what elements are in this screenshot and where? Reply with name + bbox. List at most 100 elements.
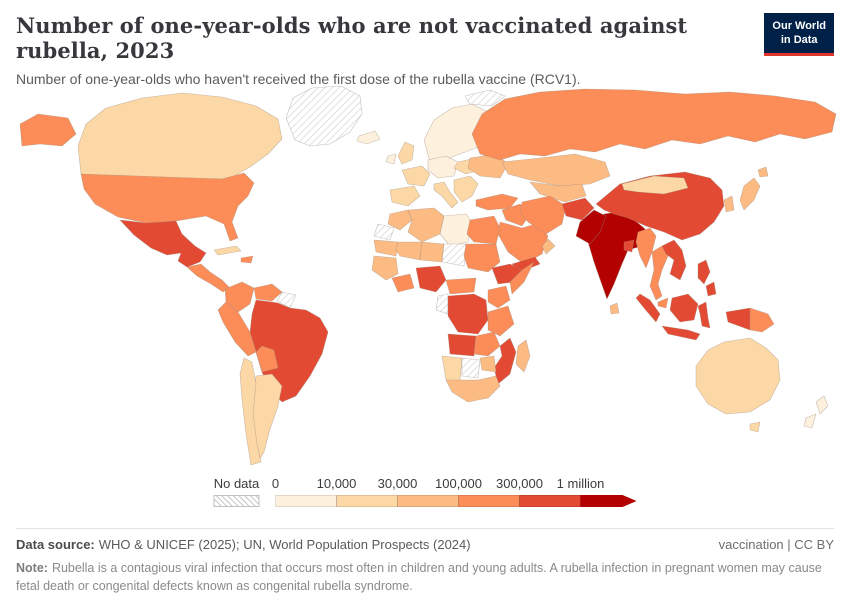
country-italy[interactable]: [433, 181, 459, 209]
country-egypt[interactable]: [466, 215, 501, 245]
country-nigeria[interactable]: [415, 265, 447, 293]
map-legend: No data 0 10,000 30,000 100,000 300,000 1 mil…: [213, 476, 637, 507]
country-thailand[interactable]: [649, 245, 669, 301]
country-iceland[interactable]: [356, 130, 381, 145]
country-bangladesh[interactable]: [623, 239, 635, 253]
country-iran[interactable]: [519, 195, 567, 235]
country-australia-tasmania[interactable]: [749, 421, 761, 433]
data-source-text[interactable]: WHO & UNICEF (2025); UN, World Populatio…: [98, 537, 471, 552]
country-philippines-south[interactable]: [705, 281, 717, 297]
country-iberia[interactable]: [389, 185, 421, 207]
country-venezuela[interactable]: [253, 283, 283, 302]
country-france[interactable]: [401, 165, 431, 187]
owid-logo[interactable]: Our World in Data: [764, 13, 834, 56]
country-kazakhstan[interactable]: [501, 153, 611, 187]
country-botswana[interactable]: [461, 357, 481, 379]
country-sri-lanka[interactable]: [609, 302, 620, 315]
country-bolivia[interactable]: [255, 345, 279, 373]
legend-tick-label: 300,000: [496, 476, 543, 491]
legend-bin-5-arrow[interactable]: [581, 495, 637, 507]
legend-bin-3[interactable]: [458, 495, 520, 507]
country-south-korea[interactable]: [723, 195, 735, 213]
country-namibia[interactable]: [441, 355, 463, 383]
country-myanmar[interactable]: [635, 227, 657, 269]
country-philippines[interactable]: [697, 259, 711, 285]
country-western-sahara[interactable]: [373, 223, 395, 241]
country-libya[interactable]: [439, 213, 473, 247]
country-new-zealand-south[interactable]: [803, 413, 817, 429]
country-cuba[interactable]: [213, 245, 242, 256]
license-text[interactable]: vaccination | CC BY: [718, 537, 834, 552]
country-malaysia[interactable]: [657, 297, 669, 309]
owid-logo-line2: in Data: [780, 34, 818, 47]
country-greenland[interactable]: [285, 85, 363, 147]
legend-bin-0[interactable]: [275, 495, 337, 507]
country-chad[interactable]: [441, 243, 467, 267]
country-mali[interactable]: [395, 241, 423, 261]
note-text: Rubella is a contagious viral infection …: [16, 561, 822, 594]
country-south-africa[interactable]: [445, 375, 501, 403]
country-indonesia-java[interactable]: [661, 325, 701, 341]
country-somalia[interactable]: [509, 261, 535, 295]
country-hispaniola[interactable]: [240, 255, 254, 264]
country-morocco[interactable]: [387, 209, 413, 231]
country-japan[interactable]: [739, 177, 761, 211]
country-indonesia-sumatra[interactable]: [635, 293, 661, 323]
country-mauritania[interactable]: [373, 239, 399, 257]
chart-subtitle: Number of one-year-olds who haven't rece…: [16, 71, 581, 87]
country-pakistan[interactable]: [575, 209, 607, 245]
country-australia[interactable]: [695, 337, 781, 415]
country-central-europe[interactable]: [427, 155, 459, 179]
country-kenya[interactable]: [487, 285, 511, 309]
country-indonesia-sulawesi[interactable]: [697, 301, 711, 329]
country-central-asia[interactable]: [529, 181, 587, 203]
country-oman[interactable]: [541, 238, 556, 255]
chart-footer: Data source: WHO & UNICEF (2025); UN, Wor…: [16, 528, 834, 595]
country-peru[interactable]: [217, 301, 257, 357]
country-mexico[interactable]: [119, 219, 207, 268]
country-svalbard[interactable]: [464, 89, 506, 107]
legend-color-bar: [275, 495, 637, 507]
country-vietnam[interactable]: [661, 239, 687, 281]
country-mongolia[interactable]: [621, 175, 689, 195]
country-ghana-ivory-coast[interactable]: [391, 273, 415, 293]
country-japan-hokkaido[interactable]: [757, 166, 769, 178]
country-senegal-guinea[interactable]: [371, 255, 399, 281]
country-niger[interactable]: [419, 241, 445, 263]
chart-header: Number of one-year-olds who are not vacc…: [16, 13, 834, 87]
legend-tick-label: 1 million: [556, 476, 605, 491]
country-gabon-congo[interactable]: [435, 293, 449, 315]
country-afghanistan[interactable]: [561, 197, 595, 221]
legend-bin-1[interactable]: [336, 495, 398, 507]
country-uk[interactable]: [397, 141, 415, 165]
country-madagascar[interactable]: [515, 339, 531, 373]
country-indonesia-west-papua[interactable]: [725, 307, 751, 331]
country-zimbabwe[interactable]: [479, 355, 497, 373]
country-usa-alaska[interactable]: [19, 113, 77, 147]
legend-bin-2[interactable]: [397, 495, 459, 507]
country-tanzania[interactable]: [487, 305, 515, 337]
country-algeria[interactable]: [407, 207, 445, 243]
country-papua-new-guinea[interactable]: [749, 307, 775, 333]
country-usa[interactable]: [80, 172, 255, 242]
country-russia[interactable]: [471, 88, 837, 161]
country-mozambique[interactable]: [493, 337, 517, 385]
country-drc[interactable]: [447, 293, 489, 335]
country-chile[interactable]: [239, 357, 262, 466]
country-ireland[interactable]: [385, 153, 397, 165]
country-cameroon-car[interactable]: [445, 277, 477, 295]
country-angola[interactable]: [447, 333, 477, 357]
world-map: [10, 84, 840, 472]
country-indonesia-borneo[interactable]: [669, 293, 699, 323]
legend-bin-4[interactable]: [519, 495, 581, 507]
country-sudan[interactable]: [463, 243, 501, 273]
country-balkans[interactable]: [453, 175, 479, 203]
country-new-zealand-north[interactable]: [815, 395, 829, 415]
country-canada[interactable]: [77, 92, 283, 180]
legend-no-data: No data: [213, 476, 260, 507]
country-zambia[interactable]: [473, 331, 501, 357]
country-saudi-arabia[interactable]: [497, 221, 549, 265]
country-central-america[interactable]: [186, 263, 230, 293]
legend-tick-label: 100,000: [435, 476, 482, 491]
legend-no-data-swatch[interactable]: [213, 495, 260, 507]
